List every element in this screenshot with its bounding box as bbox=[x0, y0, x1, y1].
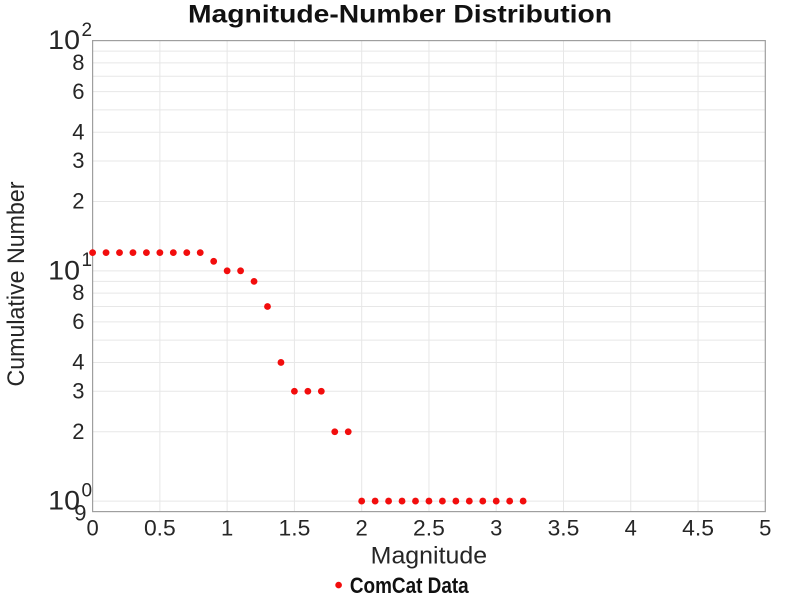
svg-text:4: 4 bbox=[72, 350, 84, 375]
svg-text:1.5: 1.5 bbox=[279, 516, 311, 541]
svg-text:Magnitude: Magnitude bbox=[371, 544, 487, 570]
svg-text:3: 3 bbox=[72, 148, 84, 173]
svg-text:1: 1 bbox=[221, 516, 233, 541]
svg-text:2: 2 bbox=[72, 189, 84, 214]
svg-text:3: 3 bbox=[72, 378, 84, 403]
svg-text:8: 8 bbox=[72, 50, 84, 75]
svg-text:0: 0 bbox=[82, 480, 93, 501]
svg-text:4: 4 bbox=[72, 119, 84, 144]
svg-text:6: 6 bbox=[72, 309, 84, 334]
svg-text:10: 10 bbox=[48, 485, 80, 516]
svg-text:Cumulative Number: Cumulative Number bbox=[4, 181, 30, 386]
svg-text:10: 10 bbox=[48, 24, 80, 55]
svg-text:2: 2 bbox=[82, 20, 93, 41]
svg-text:3.5: 3.5 bbox=[548, 516, 580, 541]
svg-text:1: 1 bbox=[82, 250, 93, 271]
svg-text:8: 8 bbox=[72, 280, 84, 305]
svg-text:Magnitude-Number Distribution: Magnitude-Number Distribution bbox=[188, 2, 612, 29]
svg-text:5: 5 bbox=[759, 516, 771, 541]
svg-text:0: 0 bbox=[86, 516, 98, 541]
svg-text:4: 4 bbox=[625, 516, 637, 541]
svg-text:0.5: 0.5 bbox=[144, 516, 176, 541]
svg-text:4.5: 4.5 bbox=[682, 516, 714, 541]
svg-text:2: 2 bbox=[356, 516, 368, 541]
svg-text:3: 3 bbox=[490, 516, 502, 541]
svg-text:10: 10 bbox=[48, 254, 80, 285]
svg-text:6: 6 bbox=[72, 79, 84, 104]
svg-text:2.5: 2.5 bbox=[413, 516, 445, 541]
svg-text:ComCat Data: ComCat Data bbox=[350, 573, 470, 598]
svg-text:9: 9 bbox=[74, 500, 86, 525]
svg-text:2: 2 bbox=[72, 419, 84, 444]
